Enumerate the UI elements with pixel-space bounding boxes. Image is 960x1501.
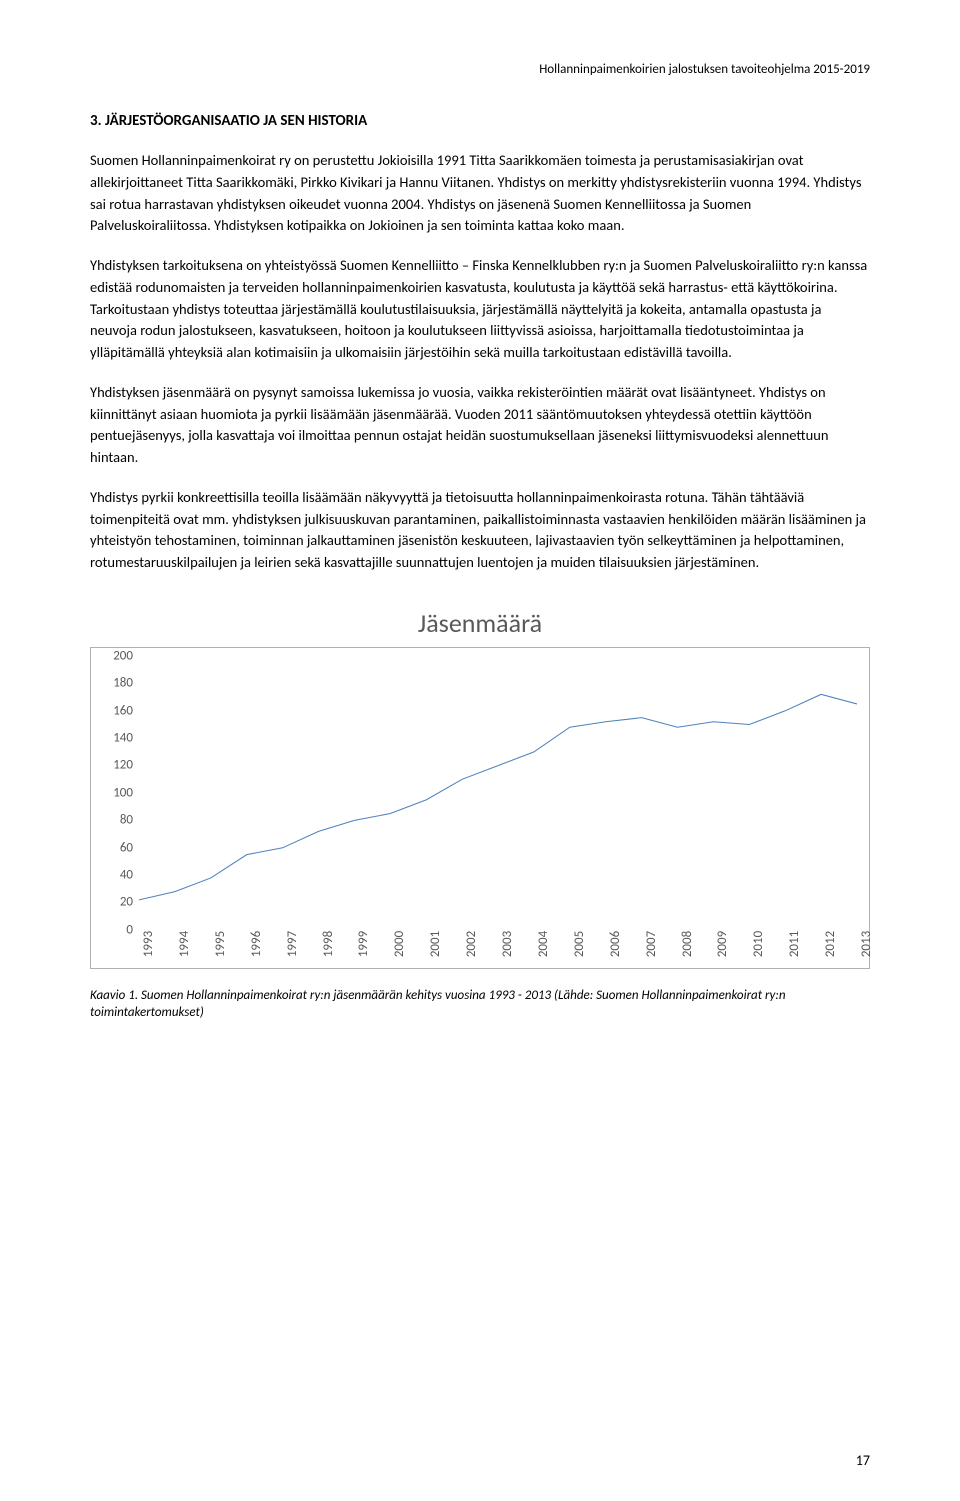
x-axis-label: 2012 [821, 931, 841, 957]
document-page: Hollanninpaimenkoirien jalostuksen tavoi… [0, 0, 960, 1501]
y-axis-label: 100 [99, 783, 133, 803]
y-axis-label: 80 [99, 810, 133, 830]
x-axis-label: 2002 [462, 931, 482, 957]
page-number: 17 [856, 1450, 870, 1471]
x-axis-label: 2011 [785, 931, 805, 957]
y-axis-label: 0 [99, 920, 133, 940]
x-axis-label: 1999 [354, 931, 374, 957]
page-header: Hollanninpaimenkoirien jalostuksen tavoi… [90, 60, 870, 80]
x-axis-label: 1997 [283, 931, 303, 957]
y-axis-label: 120 [99, 756, 133, 776]
y-axis-label: 60 [99, 838, 133, 858]
x-axis-label: 2009 [713, 931, 733, 957]
y-axis-label: 180 [99, 673, 133, 693]
x-axis-label: 2004 [534, 931, 554, 957]
x-axis-label: 2010 [749, 931, 769, 957]
chart-caption: Kaavio 1. Suomen Hollanninpaimenkoirat r… [90, 987, 870, 1022]
chart-plot-area: 0 20 40 60 80 100 120 140 160 180 200 1993 1994 1995 1… [90, 647, 870, 969]
body-text: Suomen Hollanninpaimenkoirat ry on perus… [90, 150, 870, 574]
x-axis-label: 2001 [426, 931, 446, 957]
x-axis-label: 2005 [570, 931, 590, 957]
y-axis-label: 40 [99, 865, 133, 885]
membership-chart: Jäsenmäärä 0 20 40 60 80 100 120 140 160 180 200 19… [90, 604, 870, 969]
y-axis-label: 160 [99, 701, 133, 721]
paragraph: Yhdistyksen jäsenmäärä on pysynyt samois… [90, 382, 870, 469]
x-axis-label: 2000 [390, 931, 410, 957]
x-axis-label: 2013 [857, 931, 877, 957]
x-axis-label: 1994 [175, 931, 195, 957]
y-axis-label: 140 [99, 728, 133, 748]
x-axis-label: 1993 [139, 931, 159, 957]
y-axis-label: 200 [99, 646, 133, 666]
section-title: 3. JÄRJESTÖORGANISAATIO JA SEN HISTORIA [90, 110, 870, 133]
x-axis-label: 2006 [606, 931, 626, 957]
paragraph: Yhdistys pyrkii konkreettisilla teoilla … [90, 487, 870, 574]
y-axis-label: 20 [99, 893, 133, 913]
x-axis-label: 2007 [642, 931, 662, 957]
x-axis-label: 1995 [211, 931, 231, 957]
x-axis-label: 2003 [498, 931, 518, 957]
x-axis-label: 2008 [678, 931, 698, 957]
paragraph: Yhdistyksen tarkoituksena on yhteistyöss… [90, 255, 870, 364]
paragraph: Suomen Hollanninpaimenkoirat ry on perus… [90, 150, 870, 237]
chart-line [139, 656, 857, 930]
x-axis-label: 1998 [319, 931, 339, 957]
chart-title: Jäsenmäärä [90, 604, 870, 643]
x-axis-label: 1996 [247, 931, 267, 957]
